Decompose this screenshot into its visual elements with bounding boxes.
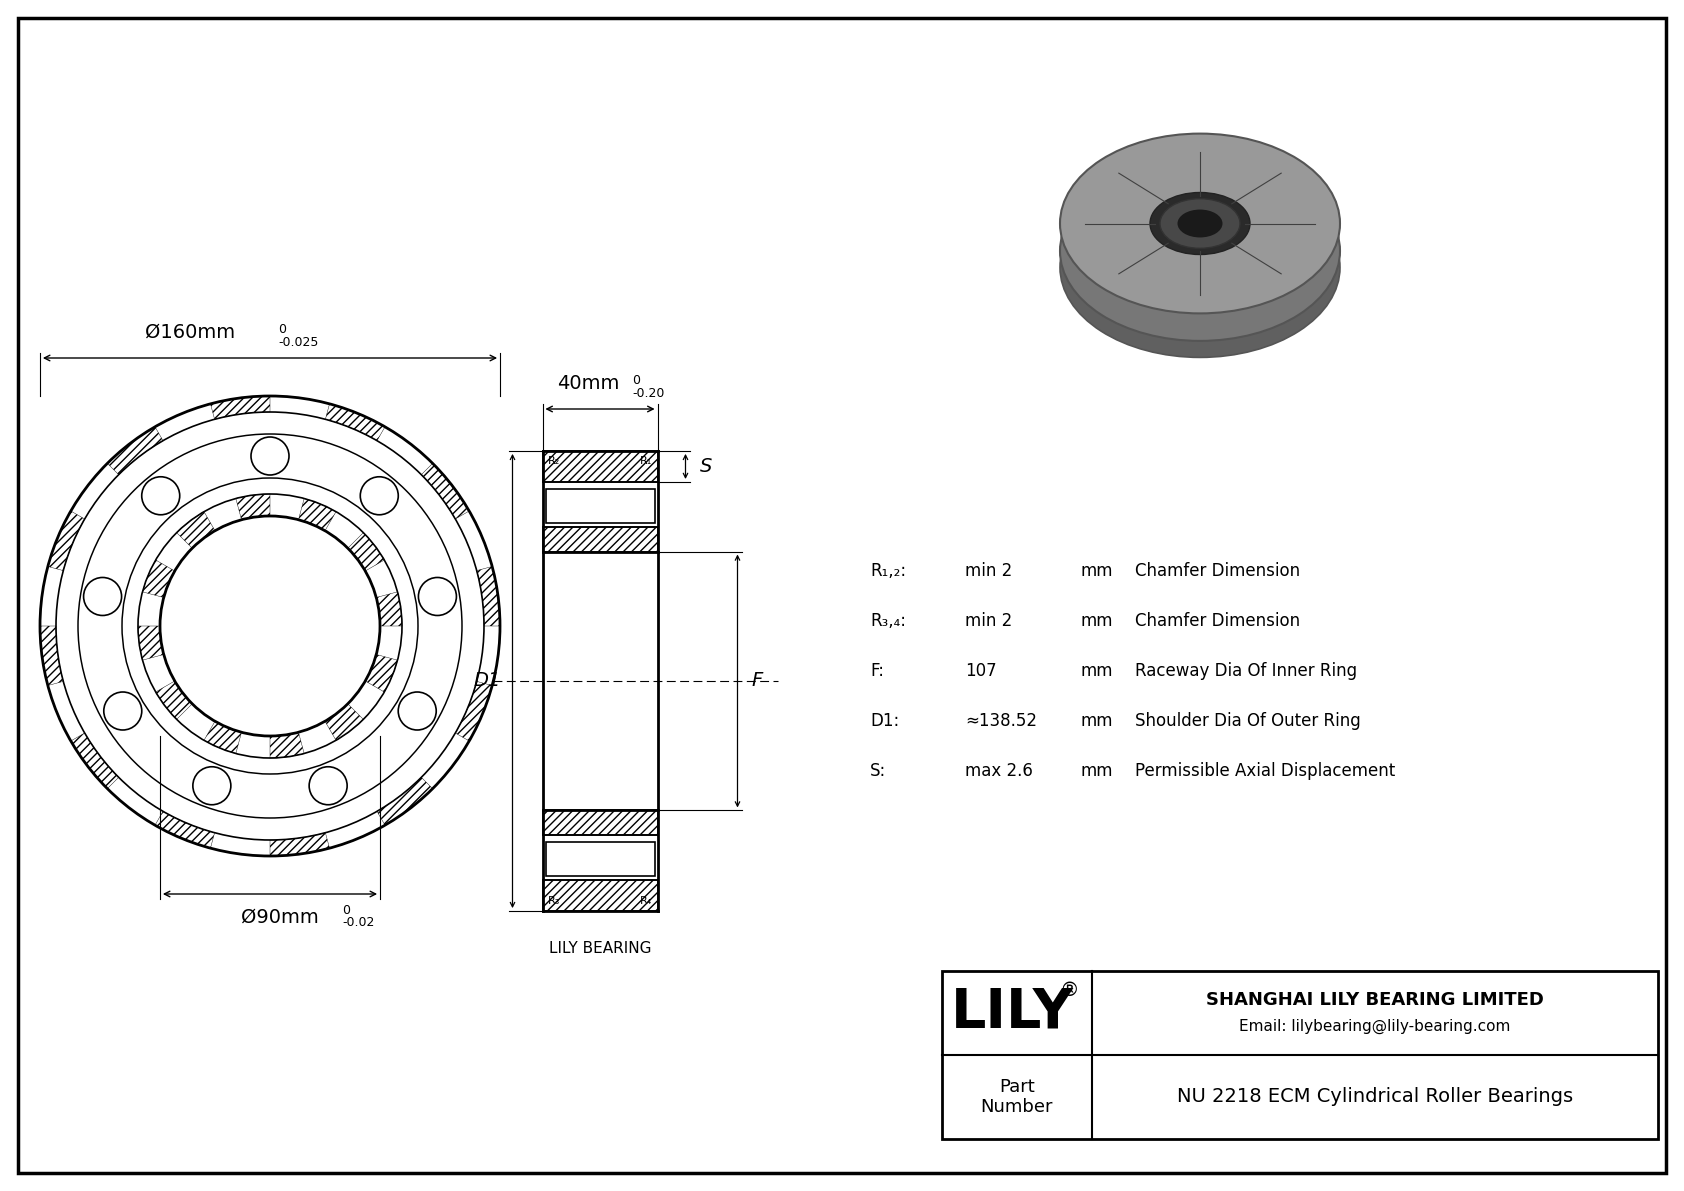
Text: mm: mm	[1079, 612, 1113, 630]
Bar	[542, 451, 657, 482]
Bar	[542, 451, 657, 482]
Text: F: F	[751, 672, 763, 691]
Ellipse shape	[1059, 161, 1340, 341]
Text: NU 2218 ECM Cylindrical Roller Bearings: NU 2218 ECM Cylindrical Roller Bearings	[1177, 1087, 1573, 1106]
Bar	[542, 880, 657, 911]
Text: R₃: R₃	[547, 896, 559, 906]
Text: D1:: D1:	[871, 712, 899, 730]
Bar	[941, 971, 1659, 1139]
Ellipse shape	[1150, 193, 1250, 255]
Text: mm: mm	[1079, 662, 1113, 680]
Text: R₄: R₄	[640, 896, 652, 906]
Text: R₂: R₂	[547, 456, 559, 466]
Text: 0: 0	[342, 904, 350, 917]
Text: -0.02: -0.02	[342, 916, 374, 929]
Bar	[542, 810, 657, 835]
Text: S: S	[699, 457, 712, 476]
Ellipse shape	[1059, 177, 1340, 357]
Text: min 2: min 2	[965, 612, 1012, 630]
Text: LILY: LILY	[950, 986, 1073, 1040]
Text: ®: ®	[1059, 981, 1079, 1000]
Text: mm: mm	[1079, 762, 1113, 780]
Text: 40mm: 40mm	[557, 374, 620, 393]
Text: Email: lilybearing@lily-bearing.com: Email: lilybearing@lily-bearing.com	[1239, 1018, 1511, 1034]
Text: LILY BEARING: LILY BEARING	[549, 941, 652, 956]
Text: R₃,₄:: R₃,₄:	[871, 612, 906, 630]
Text: min 2: min 2	[965, 562, 1012, 580]
Bar	[546, 488, 655, 523]
Bar	[542, 528, 657, 551]
Bar	[542, 880, 657, 911]
Text: max 2.6: max 2.6	[965, 762, 1032, 780]
Ellipse shape	[1059, 133, 1340, 313]
Text: Part
Number: Part Number	[980, 1078, 1052, 1116]
Text: 107: 107	[965, 662, 997, 680]
Text: 0: 0	[278, 323, 286, 336]
Text: -0.20: -0.20	[632, 387, 665, 400]
Text: Chamfer Dimension: Chamfer Dimension	[1135, 612, 1300, 630]
Text: mm: mm	[1079, 562, 1113, 580]
Text: ≈138.52: ≈138.52	[965, 712, 1037, 730]
Text: Ø90mm: Ø90mm	[241, 908, 318, 927]
Text: 0: 0	[632, 374, 640, 387]
Text: Raceway Dia Of Inner Ring: Raceway Dia Of Inner Ring	[1135, 662, 1357, 680]
Text: mm: mm	[1079, 712, 1113, 730]
Bar	[546, 842, 655, 875]
Text: R₁,₂:: R₁,₂:	[871, 562, 906, 580]
Text: F:: F:	[871, 662, 884, 680]
Text: Permissible Axial Displacement: Permissible Axial Displacement	[1135, 762, 1396, 780]
Text: R₁: R₁	[640, 456, 652, 466]
Text: Shoulder Dia Of Outer Ring: Shoulder Dia Of Outer Ring	[1135, 712, 1361, 730]
Ellipse shape	[1177, 210, 1223, 237]
Text: -0.025: -0.025	[278, 336, 318, 349]
Text: SHANGHAI LILY BEARING LIMITED: SHANGHAI LILY BEARING LIMITED	[1206, 991, 1544, 1009]
Text: S:: S:	[871, 762, 886, 780]
Text: D1: D1	[473, 672, 500, 691]
Bar	[542, 528, 657, 551]
Text: Chamfer Dimension: Chamfer Dimension	[1135, 562, 1300, 580]
Bar	[542, 810, 657, 835]
Text: Ø160mm: Ø160mm	[145, 323, 236, 342]
Ellipse shape	[1160, 199, 1239, 248]
